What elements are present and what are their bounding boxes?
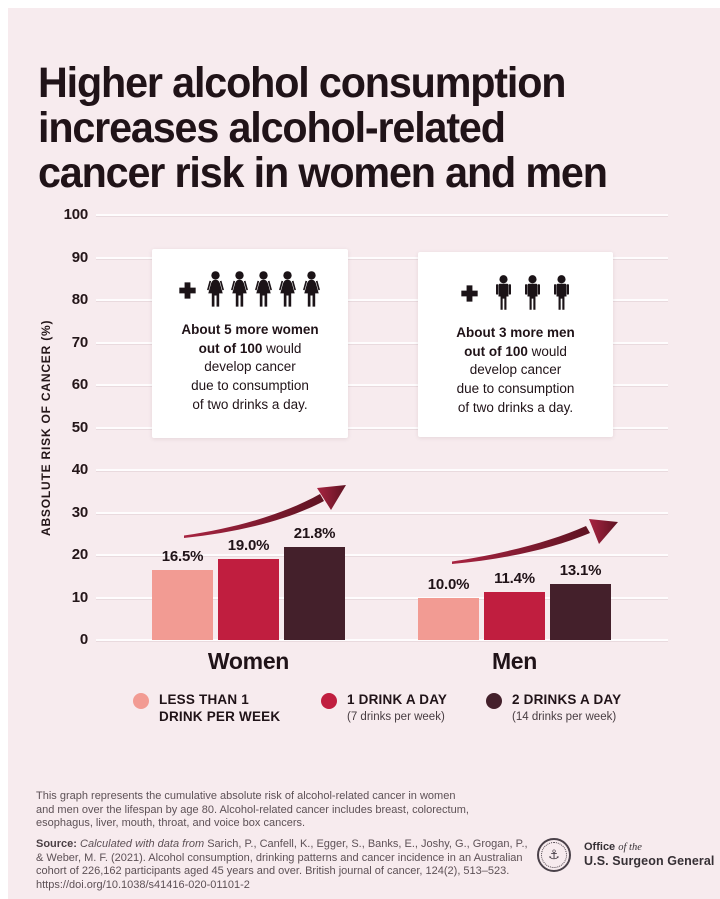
- gridline: [96, 299, 668, 301]
- group-label-men: Men: [491, 648, 538, 674]
- woman-icon: [279, 271, 296, 307]
- background: [8, 8, 720, 899]
- group-label-women: Women: [207, 648, 290, 674]
- title-line: increases alcohol-related: [38, 103, 506, 152]
- bar-value-label: 16.5%: [161, 547, 204, 565]
- y-tick-label: 0: [79, 631, 88, 648]
- logo-text: Office of the U.S. Surgeon General: [584, 841, 715, 868]
- bar-column: 19.0%: [218, 537, 279, 640]
- source-label: Source:: [36, 838, 77, 850]
- logo-surgeon-general: U.S. Surgeon General: [584, 854, 715, 868]
- callout-women: About 5 more women out of 100 would deve…: [152, 249, 348, 438]
- legend-sublabel: (7 drinks per week): [347, 710, 445, 723]
- bar-column: 16.5%: [152, 548, 213, 640]
- bar-column: 10.0%: [418, 575, 479, 640]
- source-citation: Sarich, P., Canfell, K., Egger, S., Bank…: [36, 838, 528, 891]
- y-axis-ticks: 0 10 20 30 40 50 60 70 80 90 100: [46, 206, 89, 648]
- plot-area: 16.5% 19.0% 21.8% 10.0% 11.4% 13.1%: [96, 214, 668, 641]
- callout-men-rest: would develop cancer due to consumption …: [456, 343, 575, 415]
- man-icon: [554, 274, 569, 310]
- surgeon-general-seal-icon: ⚓: [537, 838, 571, 872]
- y-tick-label: 20: [71, 546, 89, 563]
- page-title: Higher alcohol consumption increases alc…: [38, 58, 662, 197]
- y-tick-label: 60: [71, 376, 89, 393]
- gridline: [96, 469, 668, 471]
- callout-women-rest: would develop cancer due to consumption …: [191, 340, 309, 412]
- callout-men-bold: About 3 more men out of 100: [456, 325, 575, 359]
- woman-icon: [231, 271, 248, 307]
- women-pictograms: [152, 270, 348, 310]
- source-note: Source: Calculated with data from Sarich…: [36, 838, 534, 892]
- y-tick-label: 100: [63, 206, 89, 223]
- y-tick-label: 70: [71, 333, 89, 351]
- legend-swatch-pink: [133, 693, 149, 709]
- gridline: [96, 639, 668, 641]
- y-tick-label: 10: [71, 588, 89, 606]
- bar-men-series-2: [484, 591, 545, 640]
- legend-label: 1 DRINK A DAY: [347, 692, 448, 707]
- bar-women-series-3: [284, 547, 345, 640]
- bar-men-series-3: [550, 584, 611, 640]
- gridline: [96, 511, 668, 514]
- legend-swatch-dark: [486, 693, 502, 709]
- bar-value-label: 11.4%: [494, 569, 535, 587]
- y-tick-label: 40: [71, 461, 89, 478]
- source-method: Calculated with data from: [80, 838, 205, 850]
- legend-sublabel: (14 drinks per week): [512, 710, 617, 723]
- y-tick-label: 80: [71, 291, 89, 308]
- men-pictograms: [418, 273, 613, 313]
- callout-men-text: About 3 more men out of 100 would develo…: [418, 324, 613, 417]
- man-icon: [525, 274, 540, 310]
- legend-label: LESS THAN 1 DRINK PER WEEK: [159, 692, 281, 724]
- gridline: [96, 214, 668, 216]
- logo-of-the: of the: [618, 842, 642, 853]
- bar-value-label: 10.0%: [427, 575, 470, 593]
- gridline: [96, 256, 668, 259]
- woman-icon: [207, 271, 224, 307]
- callout-women-text: About 5 more women out of 100 would deve…: [152, 321, 348, 414]
- bar-column: 21.8%: [284, 525, 345, 640]
- bar-group-men: 10.0% 11.4% 13.1%: [418, 562, 611, 640]
- bar-women-series-1: [152, 569, 213, 640]
- legend-item-2-drinks-a-day: 2 DRINKS A DAY (14 drinks per week): [486, 692, 621, 723]
- gridline: [96, 554, 668, 556]
- bar-men-series-1: [418, 597, 479, 640]
- callout-women-bold: About 5 more women out of 100: [181, 322, 319, 356]
- footnote: This graph represents the cumulative abs…: [36, 790, 469, 829]
- bar-value-label: 13.1%: [559, 562, 602, 580]
- man-icon: [496, 274, 511, 310]
- y-tick-label: 90: [71, 248, 89, 266]
- legend-item-1-drink-a-day: 1 DRINK A DAY (7 drinks per week): [321, 692, 447, 723]
- woman-icon: [255, 271, 272, 307]
- gridline: [96, 384, 668, 386]
- y-tick-label: 50: [71, 418, 89, 436]
- plus-icon: [179, 281, 196, 299]
- woman-icon: [303, 271, 320, 307]
- bar-women-series-2: [218, 559, 279, 640]
- title-line: Higher alcohol consumption: [38, 58, 567, 107]
- logo-office: Office: [584, 841, 616, 853]
- bar-group-women: 16.5% 19.0% 21.8%: [152, 525, 345, 640]
- bar-value-label: 21.8%: [293, 525, 336, 543]
- bar-column: 13.1%: [550, 562, 611, 640]
- gridline: [96, 426, 668, 429]
- bar-value-label: 19.0%: [227, 537, 270, 555]
- title-line: cancer risk in women and men: [38, 148, 608, 197]
- legend-item-less-than-1-drink: LESS THAN 1 DRINK PER WEEK: [133, 692, 280, 726]
- legend-swatch-red: [321, 693, 337, 709]
- callout-men: About 3 more men out of 100 would develo…: [418, 252, 613, 437]
- anchor-icon: ⚓: [541, 842, 567, 868]
- bar-column: 11.4%: [484, 570, 545, 640]
- gridline: [96, 341, 668, 344]
- legend-label: 2 DRINKS A DAY: [512, 692, 622, 707]
- y-tick-label: 30: [71, 503, 89, 521]
- gridline: [96, 596, 668, 599]
- plus-icon: [461, 284, 478, 302]
